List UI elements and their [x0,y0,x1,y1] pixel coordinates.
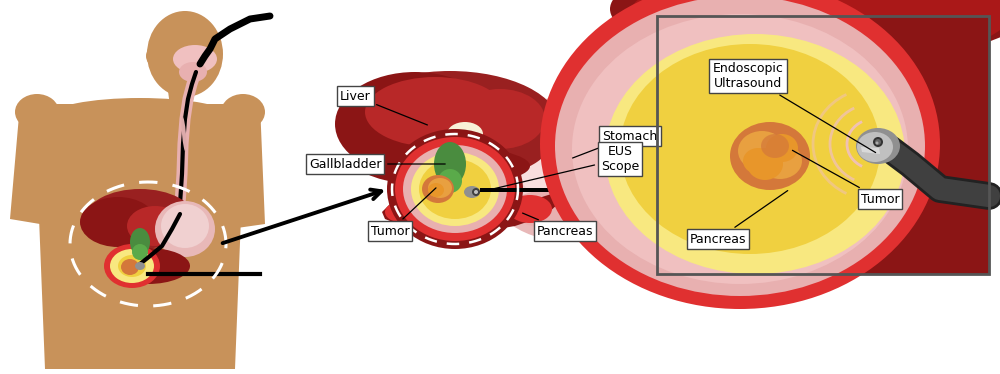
Text: Endoscopic
Ultrasound: Endoscopic Ultrasound [713,62,876,153]
Ellipse shape [515,111,625,207]
Text: Stomach: Stomach [573,129,658,158]
Ellipse shape [540,0,940,309]
Ellipse shape [387,129,523,249]
Ellipse shape [766,134,798,162]
Ellipse shape [173,45,217,73]
Ellipse shape [118,255,146,277]
Ellipse shape [455,89,545,149]
Ellipse shape [403,145,507,233]
Text: Pancreas: Pancreas [523,213,593,237]
Circle shape [474,190,478,194]
Ellipse shape [80,197,156,247]
Ellipse shape [758,143,802,179]
Polygon shape [35,116,245,369]
Ellipse shape [464,186,480,198]
Ellipse shape [555,0,925,296]
Ellipse shape [121,259,139,275]
FancyBboxPatch shape [657,16,989,274]
Circle shape [472,188,480,196]
Ellipse shape [422,175,454,203]
Ellipse shape [147,11,223,97]
Ellipse shape [743,148,773,174]
Polygon shape [10,104,55,224]
Ellipse shape [135,262,145,270]
Ellipse shape [610,0,1000,64]
Polygon shape [382,192,560,234]
Ellipse shape [110,249,154,283]
Ellipse shape [179,62,207,82]
Ellipse shape [508,195,552,223]
Ellipse shape [435,90,555,174]
Ellipse shape [15,94,59,130]
Ellipse shape [747,148,783,180]
Circle shape [875,139,881,145]
Ellipse shape [428,183,444,197]
Ellipse shape [146,46,162,66]
Text: Tumor: Tumor [792,150,899,205]
Ellipse shape [385,202,415,222]
Ellipse shape [761,134,789,158]
Polygon shape [480,188,650,192]
Polygon shape [208,56,220,69]
Ellipse shape [480,97,650,241]
Ellipse shape [434,142,466,186]
Ellipse shape [161,204,209,248]
Ellipse shape [857,132,893,162]
Ellipse shape [85,189,195,249]
Circle shape [876,141,879,144]
Polygon shape [870,16,989,274]
Circle shape [873,137,883,147]
Text: Pancreas: Pancreas [690,191,788,245]
Ellipse shape [130,228,150,256]
Ellipse shape [572,14,908,284]
Ellipse shape [630,0,1000,64]
Polygon shape [861,147,880,154]
Ellipse shape [419,159,491,219]
Ellipse shape [127,206,183,246]
Text: Liver: Liver [340,89,427,125]
Ellipse shape [447,122,483,146]
Ellipse shape [395,137,515,241]
Ellipse shape [106,248,190,284]
Ellipse shape [428,178,452,198]
Ellipse shape [155,201,215,257]
Ellipse shape [50,98,230,134]
Polygon shape [20,104,260,116]
Ellipse shape [620,44,880,254]
Circle shape [438,169,462,193]
Polygon shape [220,104,265,229]
Ellipse shape [181,116,187,152]
Ellipse shape [340,71,560,181]
Ellipse shape [738,131,786,171]
Ellipse shape [488,104,628,224]
Polygon shape [168,91,195,106]
Ellipse shape [856,128,900,164]
Text: Tumor: Tumor [371,188,436,237]
Ellipse shape [365,77,505,147]
Circle shape [132,244,148,260]
Ellipse shape [411,152,499,226]
Ellipse shape [335,72,495,176]
Ellipse shape [360,146,530,186]
Ellipse shape [605,34,905,274]
Ellipse shape [510,189,600,229]
Text: Gallbladder: Gallbladder [309,157,445,171]
Polygon shape [447,149,453,158]
Ellipse shape [104,244,160,288]
Text: EUS
Scope: EUS Scope [483,145,639,191]
Ellipse shape [221,94,265,130]
Ellipse shape [730,122,810,190]
